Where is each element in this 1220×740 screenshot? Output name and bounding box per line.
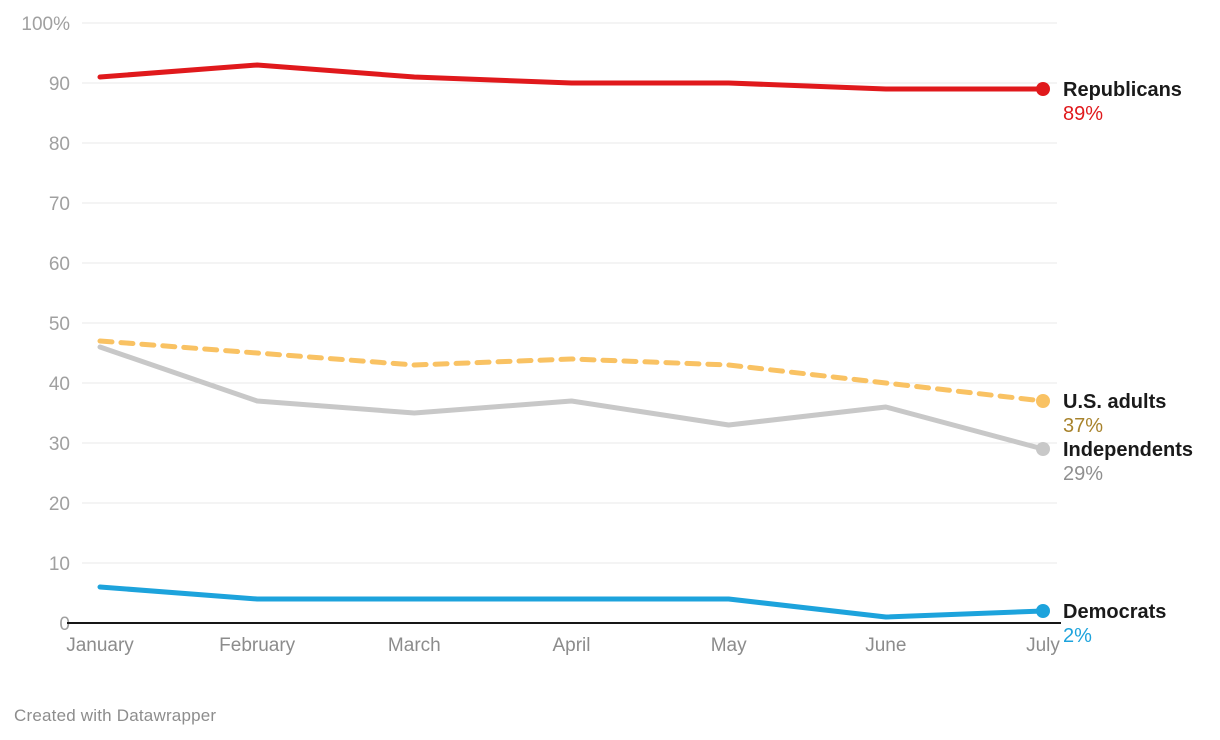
series-name-label-independents: Independents: [1063, 439, 1193, 461]
x-axis-tick-label-july: July: [1026, 635, 1060, 656]
y-axis-tick-label-90: 90: [49, 74, 70, 95]
series-end-dot-democrats: [1036, 604, 1050, 618]
chart-plot-area: 0 10 20 30 40 50 60 70 80 90 100% January February Ma…: [21, 14, 1193, 656]
x-axis-tick-label-february: February: [219, 635, 296, 656]
series-end-dot-independents: [1036, 442, 1050, 456]
series-name-label-republicans: Republicans: [1063, 79, 1182, 101]
x-axis-tick-label-april: April: [552, 635, 590, 656]
y-axis-tick-label-40: 40: [49, 374, 70, 395]
y-axis-tick-label-70: 70: [49, 194, 70, 215]
series-name-label-u-s-adults: U.S. adults: [1063, 391, 1166, 413]
series-line-independents: [97, 344, 1046, 452]
series-end-dot-republicans: [1036, 82, 1050, 96]
x-axis-tick-label-june: June: [865, 635, 906, 656]
series-end-dot-u-s-adults: [1036, 394, 1050, 408]
series-line-u-s-adults: [97, 338, 1046, 404]
series-line-democrats: [97, 584, 1046, 620]
x-axis-tick-label-may: May: [711, 635, 747, 656]
y-axis-tick-label-20: 20: [49, 494, 70, 515]
chart-credit: Created with Datawrapper: [14, 706, 217, 725]
x-axis-tick-label-january: January: [66, 635, 134, 656]
series-value-label-u-s-adults: 37%: [1063, 415, 1103, 437]
y-axis-tick-label-60: 60: [49, 254, 70, 275]
series-value-label-republicans: 89%: [1063, 103, 1103, 125]
series-line-republicans: [97, 62, 1046, 92]
x-axis-tick-label-march: March: [388, 635, 441, 656]
y-axis-tick-label-30: 30: [49, 434, 70, 455]
y-axis-tick-label-80: 80: [49, 134, 70, 155]
series-value-label-democrats: 2%: [1063, 625, 1092, 647]
y-axis-tick-label-0: 0: [59, 614, 70, 635]
y-axis-tick-label-10: 10: [49, 554, 70, 575]
y-axis-tick-label-50: 50: [49, 314, 70, 335]
y-axis-tick-label-100: 100%: [21, 14, 70, 35]
series-value-label-independents: 29%: [1063, 463, 1103, 485]
series-name-label-democrats: Democrats: [1063, 601, 1166, 623]
